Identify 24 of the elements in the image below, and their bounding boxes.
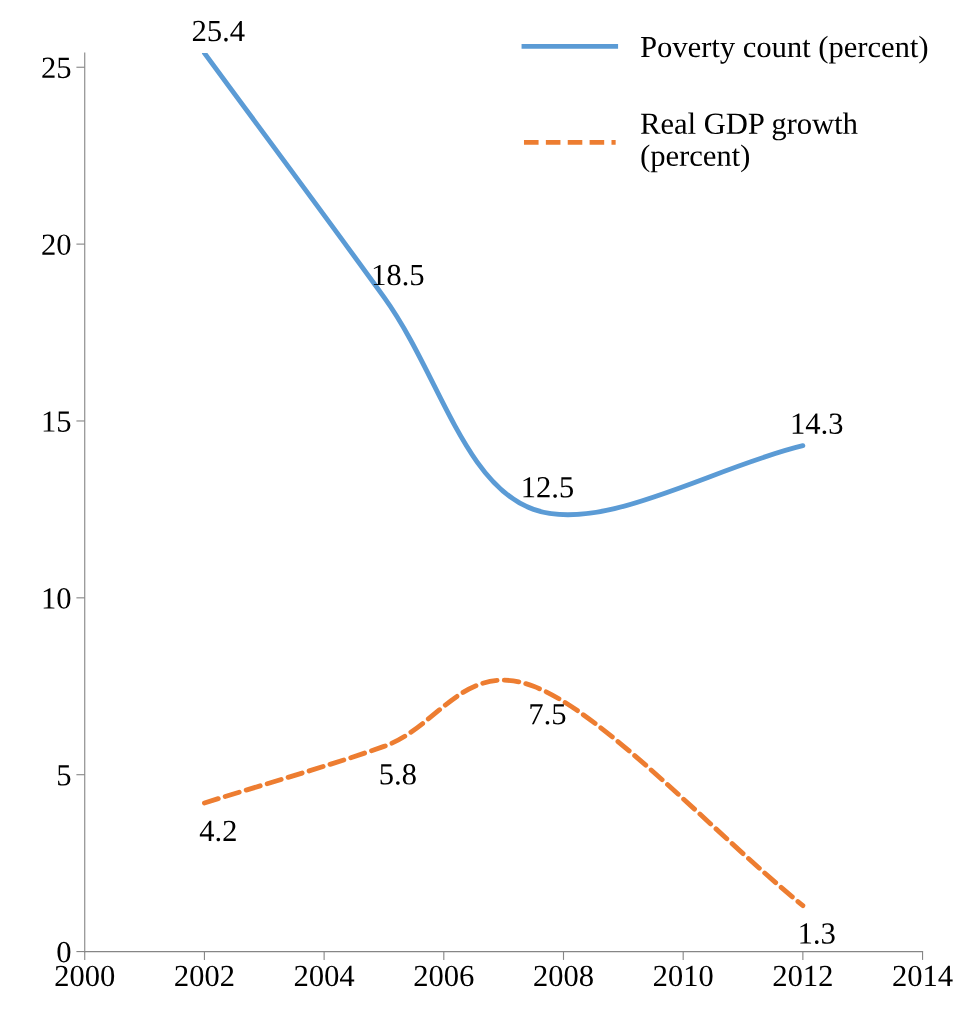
data-label: 12.5 xyxy=(523,477,573,498)
data-label: 7.5 xyxy=(530,704,566,725)
y-tick-label: 10 xyxy=(43,588,71,609)
legend-label: Poverty count (percent) xyxy=(640,35,928,64)
x-tick-label: 2000 xyxy=(55,965,115,987)
legend-label: Real GDP growth (percent) xyxy=(640,112,858,173)
data-label: 14.3 xyxy=(792,413,843,435)
data-label: 25.4 xyxy=(192,20,245,42)
y-tick-label: 5 xyxy=(58,765,71,786)
x-tick-label: 2008 xyxy=(534,965,593,987)
data-label: 5.8 xyxy=(380,763,416,785)
x-tick-label: 2012 xyxy=(773,965,832,987)
data-label: 18.5 xyxy=(373,264,424,286)
data-label: 1.3 xyxy=(800,923,835,944)
x-tick-label: 2010 xyxy=(653,965,713,987)
x-tick-label: 2006 xyxy=(414,965,474,987)
data-label: 4.2 xyxy=(199,820,236,842)
x-tick-label: 2002 xyxy=(175,965,234,987)
y-tick-label: 15 xyxy=(43,411,71,432)
x-tick-label: 2004 xyxy=(294,965,355,987)
x-tick-label: 2014 xyxy=(893,965,953,987)
y-tick-label: 0 xyxy=(57,941,71,963)
y-tick-label: 20 xyxy=(42,234,71,256)
y-tick-label: 25 xyxy=(42,57,71,79)
